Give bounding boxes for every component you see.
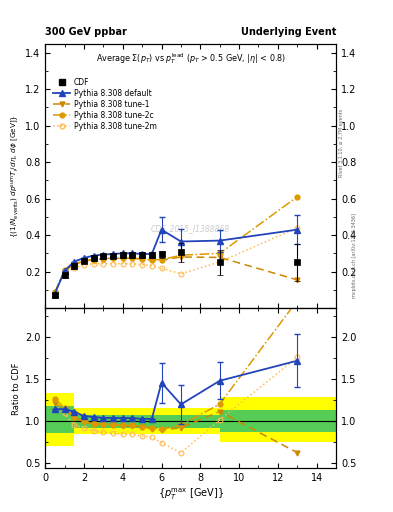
Legend: CDF, Pythia 8.308 default, Pythia 8.308 tune-1, Pythia 8.308 tune-2c, Pythia 8.3: CDF, Pythia 8.308 default, Pythia 8.308 … (52, 76, 158, 132)
Text: Average $\Sigma(p_T)$ vs $p_T^{\rm lead}$ ($p_T$ > 0.5 GeV, $|\eta|$ < 0.8): Average $\Sigma(p_T)$ vs $p_T^{\rm lead}… (95, 52, 286, 67)
Y-axis label: $\{(1/N_{\rm events})\ dp^{\rm sum}T_i/d\eta,\,d\phi\ [\rm GeV]\}$: $\{(1/N_{\rm events})\ dp^{\rm sum}T_i/d… (9, 114, 21, 238)
X-axis label: $\{p_T^{\rm max}\ [\rm GeV]\}$: $\{p_T^{\rm max}\ [\rm GeV]\}$ (158, 486, 224, 502)
Text: Rivet 3.1.10, ≥ 2.7M events: Rivet 3.1.10, ≥ 2.7M events (339, 109, 344, 178)
Text: mcplots.cern.ch [arXiv:1306.3436]: mcplots.cern.ch [arXiv:1306.3436] (352, 214, 357, 298)
Text: 300 GeV ppbar: 300 GeV ppbar (45, 27, 127, 37)
Y-axis label: Ratio to CDF: Ratio to CDF (12, 362, 21, 415)
Text: CDF_2015_I1388868: CDF_2015_I1388868 (151, 224, 230, 233)
Text: Underlying Event: Underlying Event (241, 27, 336, 37)
